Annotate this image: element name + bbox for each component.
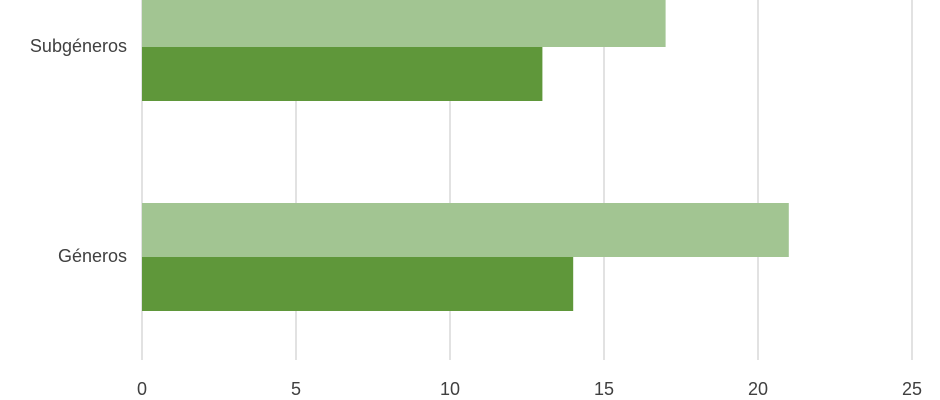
x-tick-label: 15 (594, 379, 614, 399)
x-tick-label: 5 (291, 379, 301, 399)
bar (142, 0, 666, 47)
bar (142, 203, 789, 257)
x-tick-label: 25 (902, 379, 922, 399)
x-tick-label: 20 (748, 379, 768, 399)
x-tick-label: 0 (137, 379, 147, 399)
y-tick-label: Subgéneros (30, 36, 127, 56)
y-tick-label: Géneros (58, 246, 127, 266)
bar (142, 257, 574, 311)
bar (142, 47, 543, 101)
x-tick-label: 10 (440, 379, 460, 399)
